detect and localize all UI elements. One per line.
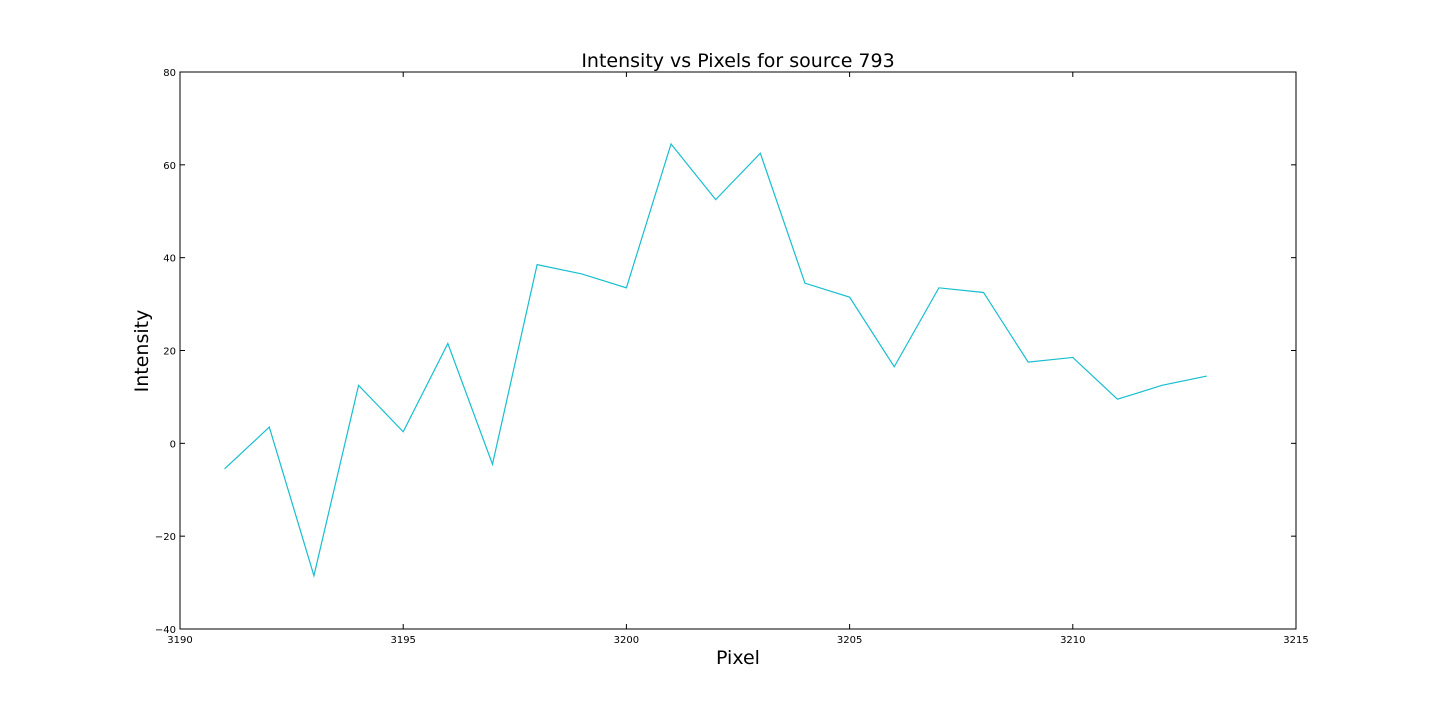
y-tick-label: −20 — [155, 532, 176, 543]
y-tick-label: 60 — [163, 161, 176, 172]
y-tick-label: 0 — [170, 439, 176, 450]
x-tick-label: 3190 — [167, 635, 192, 646]
x-tick-label: 3195 — [390, 635, 415, 646]
plot-area: 3190 3195 3200 3205 3210 3215 −40 −20 0 20 40 60 80 — [155, 68, 1309, 646]
y-tick-label: 40 — [163, 254, 176, 265]
y-tick-label: 80 — [163, 68, 176, 79]
series-line-0 — [224, 142, 1207, 578]
y-tick-label: 20 — [163, 347, 176, 358]
y-tick-label: −40 — [155, 625, 176, 636]
x-tick-label: 3210 — [1060, 635, 1085, 646]
x-tick-label: 3215 — [1283, 635, 1308, 646]
plot-frame — [179, 71, 1297, 630]
x-axis-label: Pixel — [716, 647, 760, 669]
y-axis-label: Intensity — [131, 310, 153, 393]
x-tick-label: 3200 — [614, 635, 639, 646]
chart-title: Intensity vs Pixels for source 793 — [581, 50, 894, 72]
x-tick-label: 3205 — [837, 635, 862, 646]
